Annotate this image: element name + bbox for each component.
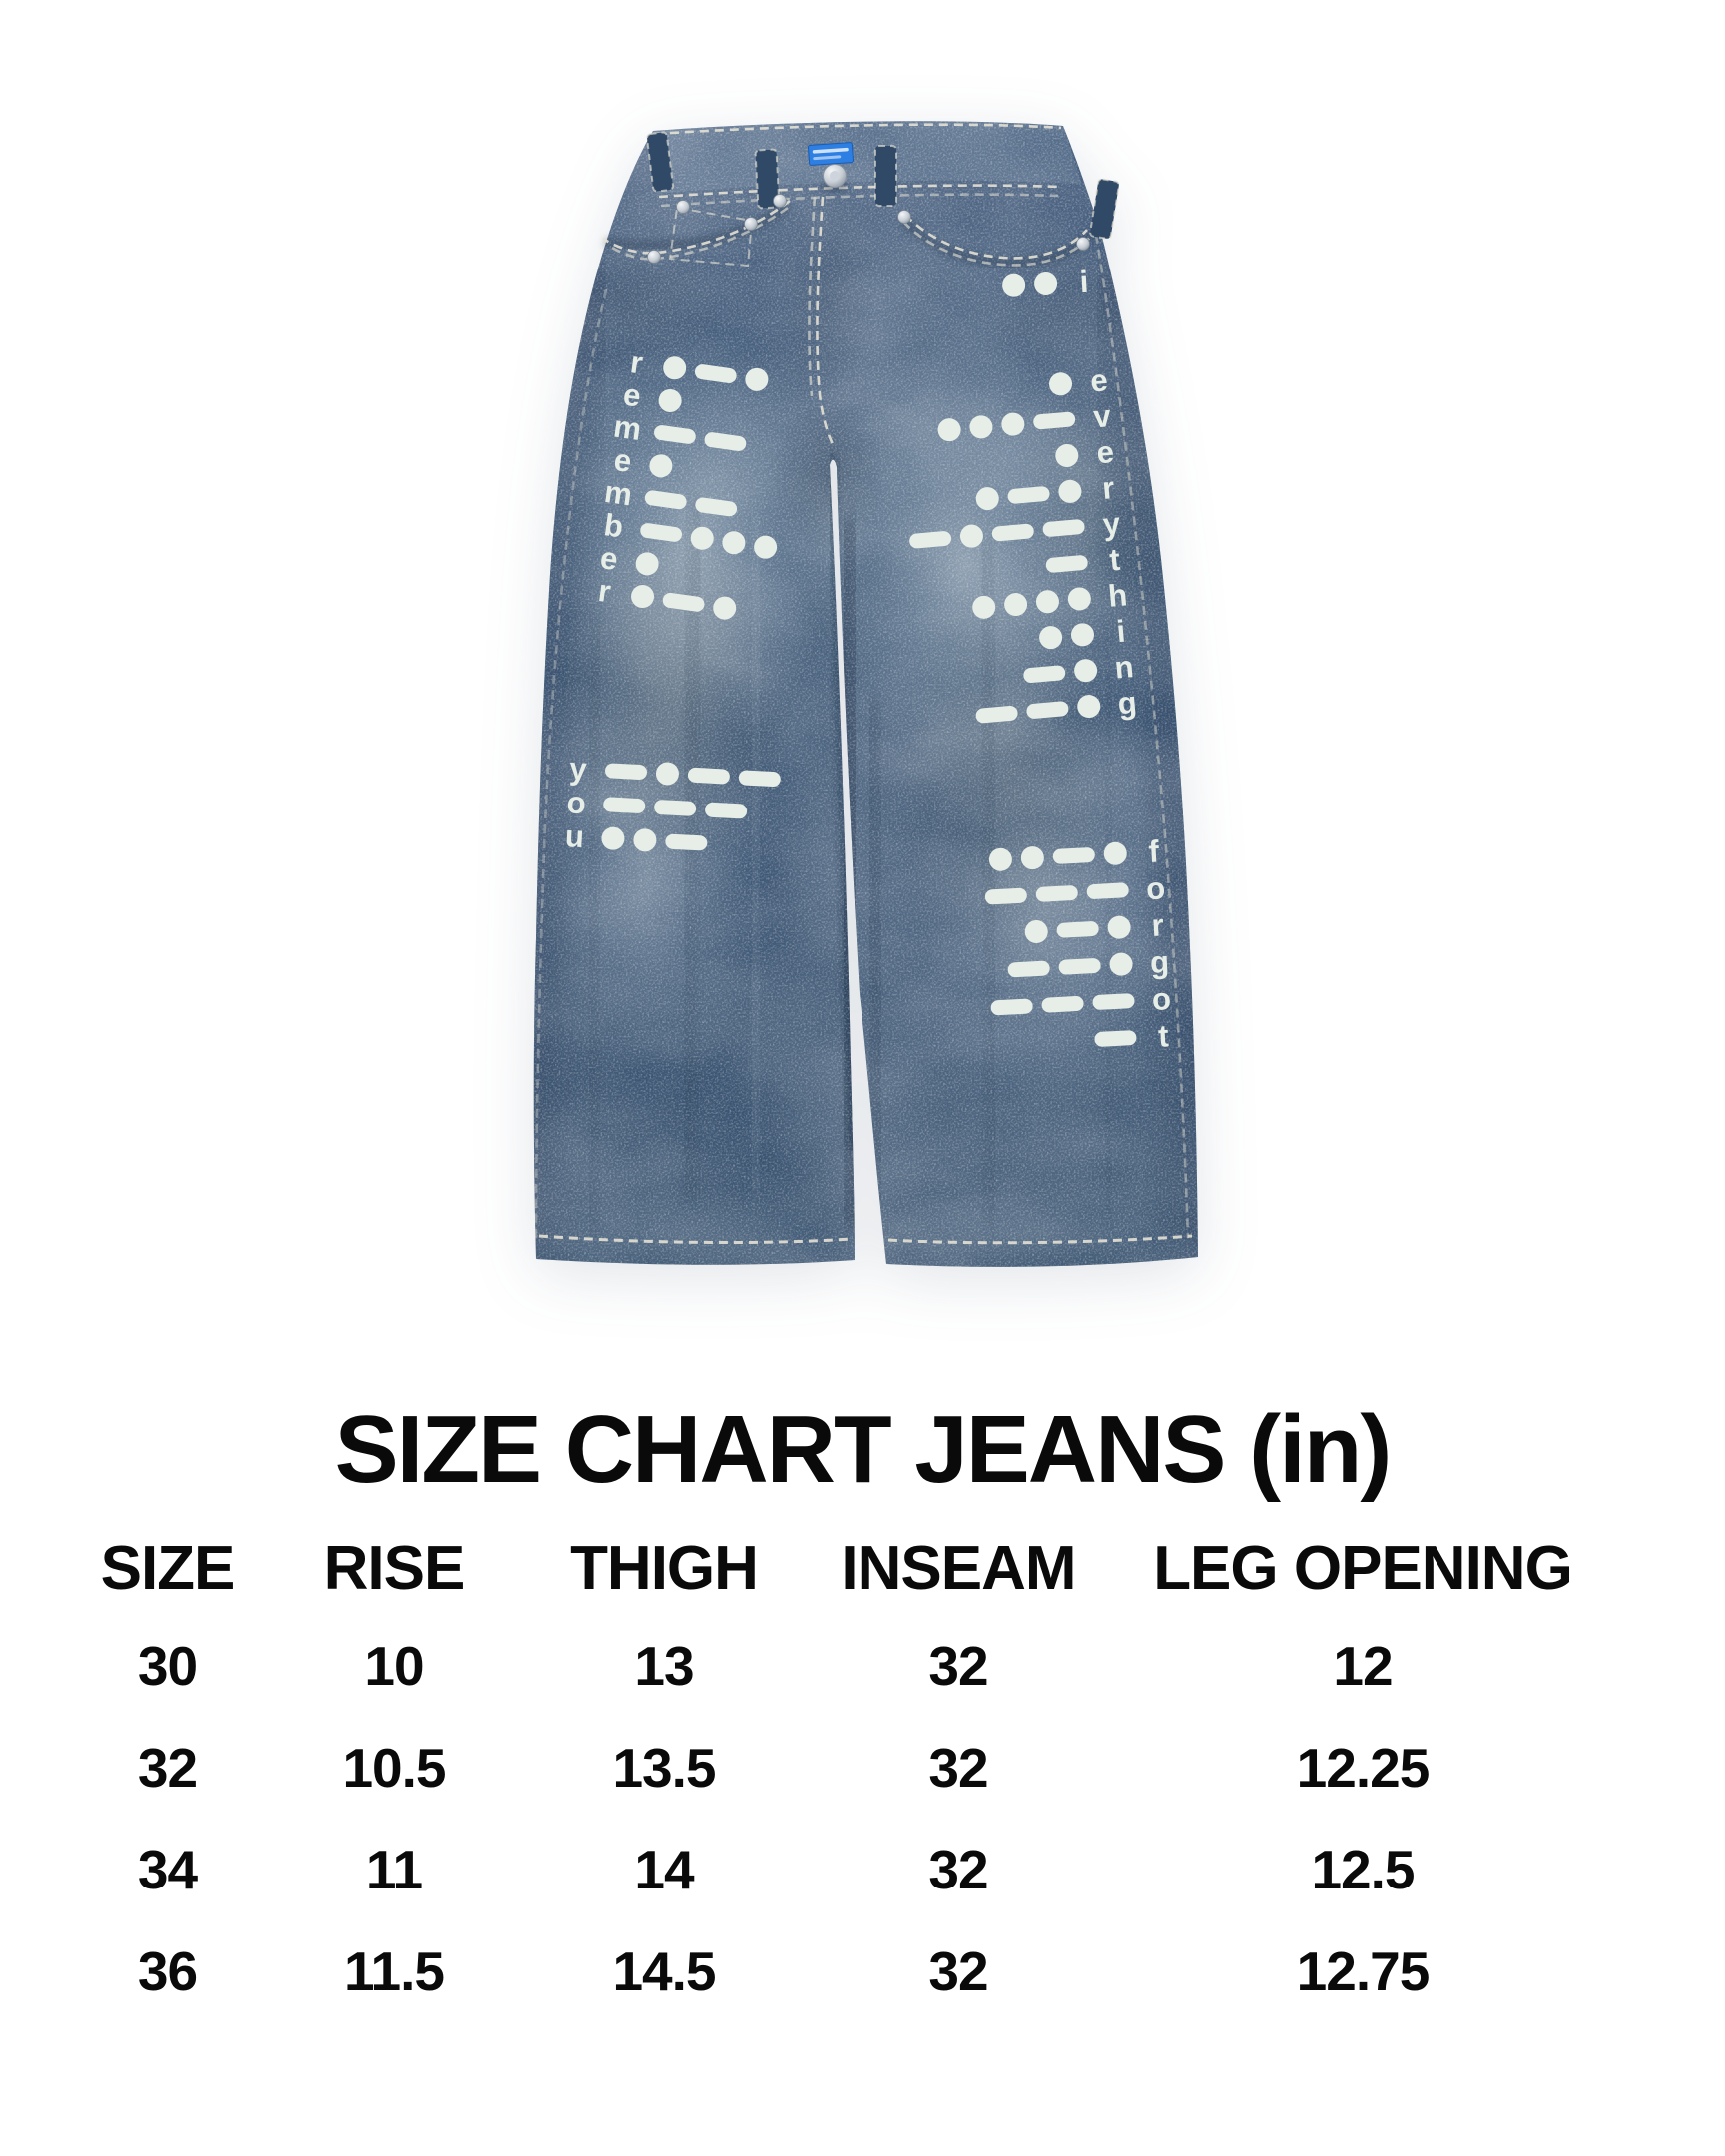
size-cell: 32 [928,1736,988,1799]
rivets [647,194,1090,264]
stitching [534,123,1193,1245]
size-cell: 12.25 [1296,1736,1431,1799]
size-chart-header-row: SIZE RISE THIGH INSEAM LEG OPENING [0,1533,1725,1604]
size-cell: 11.5 [343,1939,445,2002]
size-cell: 32 [137,1736,198,1799]
belt-loops [645,131,1120,240]
size-cell: 10 [364,1634,424,1697]
column-header: SIZE [100,1534,236,1604]
size-cell: 36 [137,1939,198,2002]
size-chart-rows: 30 10 13 32 12 32 10.5 13.5 32 12.25 34 11 14 32 12.5 3… [0,1615,1725,2022]
jeans-button [822,164,848,192]
size-cell: 12 [1333,1634,1393,1697]
column-header: THIGH [570,1534,759,1604]
size-chart: SIZE CHART JEANS (in) SIZE RISE THIGH INSEA… [0,1395,1725,2022]
column-header: INSEAM [841,1534,1076,1604]
size-cell: 32 [928,1838,988,1900]
size-row: 30 10 13 32 12 [0,1615,1725,1717]
size-cell: 30 [137,1634,198,1697]
size-row: 32 10.5 13.5 32 12.25 [0,1717,1725,1819]
size-chart-title: SIZE CHART JEANS (in) [334,1396,1393,1503]
size-cell: 32 [928,1939,988,2002]
size-cell: 10.5 [342,1736,446,1799]
size-cell: 13.5 [612,1736,716,1799]
size-row: 34 11 14 32 12.5 [0,1819,1725,1920]
size-row: 36 11.5 14.5 32 12.75 [0,1920,1725,2022]
size-cell: 11 [365,1838,423,1900]
size-cell: 12.5 [1311,1838,1415,1900]
size-cell: 13 [634,1634,694,1697]
jeans-photo [533,121,1198,1267]
size-cell: 34 [137,1838,198,1900]
size-cell: 32 [928,1634,988,1697]
denim-shading [533,121,1198,1267]
column-header: RISE [323,1534,466,1604]
brand-label [807,142,855,166]
size-cell: 14 [634,1838,694,1900]
size-cell: 12.75 [1296,1939,1431,2002]
column-header: LEG OPENING [1153,1534,1573,1604]
size-cell: 14.5 [612,1939,716,2002]
right-pocket-shadow [899,216,1096,268]
